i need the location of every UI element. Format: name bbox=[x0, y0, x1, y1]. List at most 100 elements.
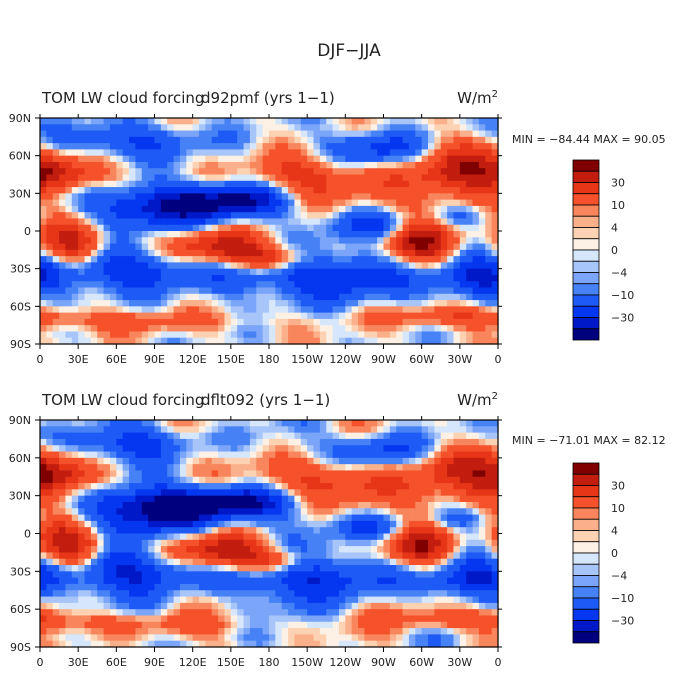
heatmap-cell bbox=[434, 306, 442, 314]
heatmap-cell bbox=[294, 193, 302, 201]
heatmap-cell bbox=[65, 539, 73, 547]
heatmap-cell bbox=[116, 552, 124, 560]
heatmap-cell bbox=[97, 489, 105, 497]
heatmap-cell bbox=[338, 325, 346, 333]
heatmap-cell bbox=[192, 174, 200, 182]
heatmap-cell bbox=[116, 445, 124, 453]
heatmap-cell bbox=[218, 218, 226, 226]
heatmap-cell bbox=[224, 527, 232, 535]
heatmap-cell bbox=[300, 136, 308, 144]
heatmap-cell bbox=[237, 287, 245, 295]
heatmap-cell bbox=[52, 281, 60, 289]
heatmap-cell bbox=[402, 306, 410, 314]
heatmap-cell bbox=[428, 546, 435, 554]
heatmap-cell bbox=[351, 476, 359, 484]
heatmap-cell bbox=[294, 130, 302, 138]
heatmap-cell bbox=[173, 520, 181, 528]
heatmap-cell bbox=[319, 180, 327, 188]
heatmap-cell bbox=[71, 218, 79, 226]
heatmap-cell bbox=[205, 287, 213, 295]
heatmap-cell bbox=[319, 495, 327, 503]
heatmap-cell bbox=[179, 118, 187, 125]
colorbar-swatch bbox=[572, 170, 600, 183]
heatmap-cell bbox=[129, 590, 137, 598]
heatmap-cell bbox=[97, 312, 105, 320]
heatmap-cell bbox=[447, 136, 455, 144]
heatmap-cell bbox=[440, 212, 448, 220]
heatmap-cell bbox=[351, 527, 359, 535]
heatmap-cell bbox=[275, 640, 283, 648]
heatmap-cell bbox=[84, 212, 92, 220]
heatmap-cell bbox=[351, 274, 359, 282]
heatmap-cell bbox=[249, 533, 257, 541]
heatmap-cell bbox=[319, 628, 327, 635]
heatmap-cell bbox=[428, 168, 435, 176]
heatmap-cell bbox=[370, 174, 378, 182]
heatmap-cell bbox=[186, 596, 194, 604]
heatmap-cell bbox=[173, 149, 181, 157]
colorbar-label: 0 bbox=[611, 244, 618, 257]
heatmap-cell bbox=[319, 243, 327, 251]
heatmap-cell bbox=[135, 118, 143, 125]
heatmap-cell bbox=[186, 268, 194, 276]
heatmap-cell bbox=[269, 520, 276, 528]
heatmap-cell bbox=[78, 489, 86, 497]
heatmap-cell bbox=[179, 231, 187, 238]
heatmap-cell bbox=[275, 306, 283, 314]
heatmap-cell bbox=[122, 565, 130, 572]
heatmap-cell bbox=[294, 155, 302, 163]
heatmap-cell bbox=[370, 483, 378, 490]
heatmap-cell bbox=[326, 602, 334, 610]
heatmap-cell bbox=[313, 426, 321, 434]
heatmap-cell bbox=[148, 161, 156, 169]
heatmap-cell bbox=[122, 281, 130, 289]
heatmap-cell bbox=[370, 628, 378, 635]
heatmap-cell bbox=[122, 489, 130, 497]
heatmap-cell bbox=[326, 281, 334, 289]
heatmap-cell bbox=[199, 609, 206, 617]
heatmap-cell bbox=[370, 445, 378, 453]
heatmap-cell bbox=[243, 118, 251, 125]
heatmap-cell bbox=[65, 508, 73, 516]
heatmap-cell bbox=[109, 293, 117, 301]
heatmap-cell bbox=[141, 243, 149, 251]
heatmap-cell bbox=[428, 628, 435, 635]
heatmap-cell bbox=[389, 243, 397, 251]
heatmap-cell bbox=[97, 546, 105, 554]
heatmap-cell bbox=[186, 533, 194, 541]
heatmap-cell bbox=[281, 539, 289, 547]
heatmap-cell bbox=[307, 231, 315, 238]
heatmap-cell bbox=[173, 602, 181, 610]
heatmap-cell bbox=[116, 174, 124, 182]
heatmap-cell bbox=[421, 243, 429, 251]
heatmap-cell bbox=[224, 318, 232, 326]
heatmap-cell bbox=[389, 489, 397, 497]
heatmap-cell bbox=[148, 180, 156, 188]
heatmap-cell bbox=[345, 501, 353, 509]
heatmap-cell bbox=[459, 274, 467, 282]
heatmap-cell bbox=[269, 438, 276, 446]
heatmap-cell bbox=[116, 168, 124, 176]
heatmap-cell bbox=[326, 539, 334, 547]
heatmap-cell bbox=[122, 432, 130, 440]
heatmap-cell bbox=[428, 199, 435, 207]
heatmap-cell bbox=[135, 527, 143, 535]
heatmap-cell bbox=[402, 483, 410, 490]
heatmap-cell bbox=[97, 243, 105, 251]
heatmap-cell bbox=[262, 274, 270, 282]
heatmap-cell bbox=[90, 432, 98, 440]
heatmap-cell bbox=[90, 256, 98, 263]
heatmap-cell bbox=[370, 268, 378, 276]
heatmap-cell bbox=[230, 224, 238, 232]
heatmap-cell bbox=[453, 287, 461, 295]
heatmap-cell bbox=[307, 325, 315, 333]
heatmap-cell bbox=[300, 249, 308, 257]
heatmap-cell bbox=[160, 508, 168, 516]
heatmap-cell bbox=[466, 287, 474, 295]
heatmap-cell bbox=[186, 118, 194, 125]
heatmap-cell bbox=[84, 224, 92, 232]
heatmap-cell bbox=[173, 281, 181, 289]
heatmap-cell bbox=[408, 489, 416, 497]
heatmap-cell bbox=[389, 552, 397, 560]
heatmap-cell bbox=[52, 426, 60, 434]
